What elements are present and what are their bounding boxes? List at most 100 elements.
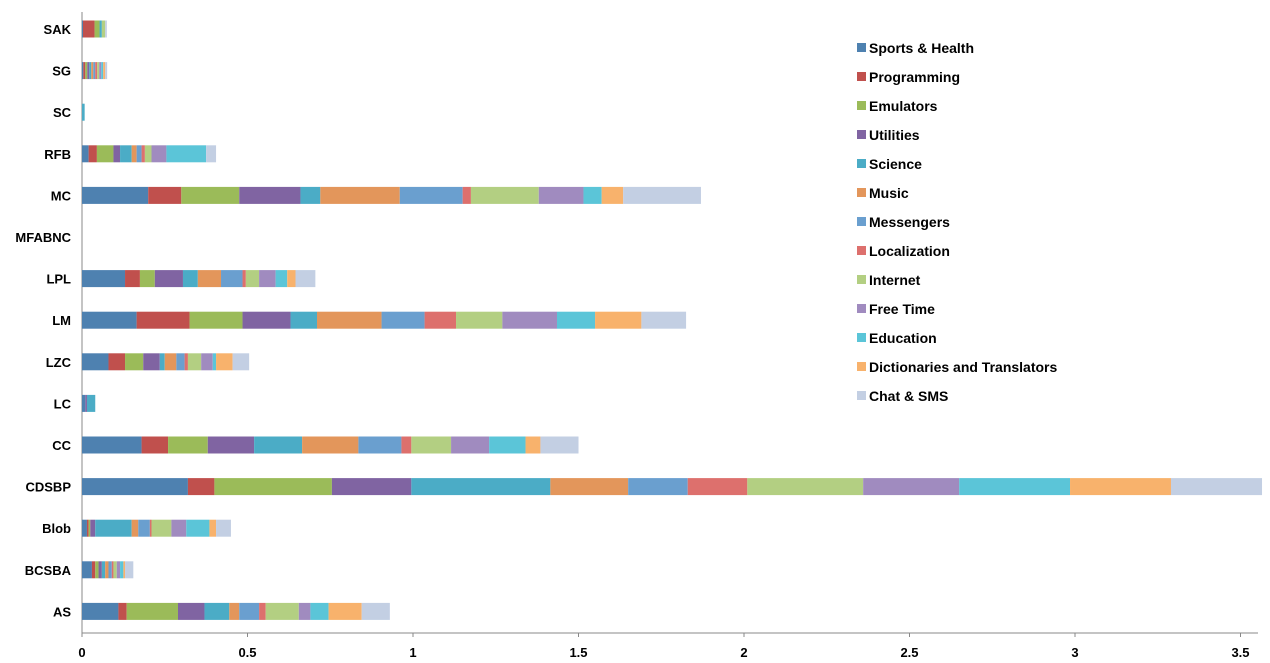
bar-sg-localization: [95, 62, 98, 80]
bar-blob-messengers: [138, 519, 150, 537]
bar-lc-sports-and-health: [82, 394, 86, 412]
bar-lzc-sports-and-health: [82, 353, 109, 371]
bar-cdsbp-dictionaries-and-translators: [1070, 478, 1171, 496]
bar-mc-music: [320, 186, 400, 204]
bar-sg-science: [89, 62, 92, 80]
bar-cdsbp-programming: [187, 478, 215, 496]
bar-as-dictionaries-and-translators: [328, 602, 362, 620]
bar-rfb-localization: [141, 145, 145, 163]
bar-sg-utilities: [87, 62, 90, 80]
bar-blob-emulators: [88, 519, 91, 537]
bar-rfb-programming: [88, 145, 97, 163]
x-tick-labels: 0 0.5 1 1.5 2 2.5 3 3.5: [78, 633, 1250, 660]
bar-sak-science: [99, 20, 102, 38]
bar-cdsbp-emulators: [214, 478, 332, 496]
bar-lpl-utilities: [154, 270, 183, 288]
bar-rfb-emulators: [96, 145, 114, 163]
bar-as-science: [204, 602, 230, 620]
bar-lpl-messengers: [221, 270, 243, 288]
bar-rfb-sports-and-health: [82, 145, 89, 163]
category-label-lzc: LZC: [46, 355, 72, 370]
bar-rfb-education: [166, 145, 207, 163]
bar-sc-science: [82, 103, 85, 121]
bar-lpl-internet: [245, 270, 260, 288]
legend-label-utilities: Utilities: [869, 127, 920, 143]
x-tick-label: 3.5: [1231, 645, 1249, 660]
legend-swatch-messengers: [857, 217, 866, 226]
bar-lpl-localization: [242, 270, 246, 288]
category-label-blob: Blob: [42, 521, 71, 536]
bar-bcsba-messengers: [108, 561, 112, 579]
legend-label-programming: Programming: [869, 69, 960, 85]
bar-mc-programming: [148, 186, 182, 204]
bar-blob-chat-and-sms: [216, 519, 231, 537]
bar-bcsba-music: [105, 561, 109, 579]
bar-as-messengers: [239, 602, 260, 620]
bar-lm-messengers: [381, 311, 425, 329]
bar-bcsba-localization: [111, 561, 114, 579]
bar-lzc-localization: [184, 353, 188, 371]
bar-lm-localization: [424, 311, 457, 329]
category-label-sak: SAK: [44, 22, 72, 37]
bar-lzc-programming: [108, 353, 126, 371]
bar-cc-sports-and-health: [82, 436, 142, 454]
bar-mc-sports-and-health: [82, 186, 149, 204]
bar-lpl-free-time: [259, 270, 276, 288]
bar-sg-education: [101, 62, 104, 80]
bar-cdsbp-utilities: [331, 478, 412, 496]
bar-bcsba-education: [120, 561, 124, 579]
bar-lpl-education: [275, 270, 288, 288]
bar-lm-utilities: [242, 311, 291, 329]
bar-cdsbp-science: [411, 478, 551, 496]
bar-lpl-music: [197, 270, 222, 288]
legend-label-localization: Localization: [869, 243, 950, 259]
bar-cdsbp-sports-and-health: [82, 478, 188, 496]
category-label-bcsba: BCSBA: [25, 563, 72, 578]
category-label-cdsbp: CDSBP: [25, 480, 71, 495]
bars-group: [82, 20, 1263, 620]
bar-rfb-free-time: [151, 145, 167, 163]
bar-lzc-internet: [187, 353, 202, 371]
legend-label-science: Science: [869, 156, 922, 172]
x-tick-label: 1.5: [569, 645, 587, 660]
bar-mc-chat-and-sms: [623, 186, 701, 204]
category-label-as: AS: [53, 604, 71, 619]
bar-sg-sports-and-health: [82, 62, 84, 80]
legend-label-education: Education: [869, 330, 937, 346]
bar-lm-dictionaries-and-translators: [595, 311, 642, 329]
bar-cc-messengers: [358, 436, 402, 454]
bar-bcsba-free-time: [116, 561, 121, 579]
bar-blob-science: [95, 519, 132, 537]
bar-sak-sports-and-health: [82, 20, 83, 38]
bar-lc-science: [86, 394, 96, 412]
bar-lm-science: [290, 311, 318, 329]
category-label-mc: MC: [51, 188, 72, 203]
bar-sg-dictionaries-and-translators: [103, 62, 106, 80]
legend-swatch-chat-and-sms: [857, 391, 866, 400]
legend-swatch-music: [857, 188, 866, 197]
bar-sak-programming: [82, 20, 95, 38]
bar-rfb-music: [131, 145, 137, 163]
bar-mc-internet: [470, 186, 539, 204]
bar-lzc-education: [212, 353, 217, 371]
bar-as-chat-and-sms: [361, 602, 390, 620]
bar-mc-emulators: [181, 186, 240, 204]
bar-sg-chat-and-sms: [105, 62, 108, 80]
bar-cdsbp-messengers: [628, 478, 688, 496]
bar-cdsbp-internet: [747, 478, 864, 496]
bar-lzc-music: [164, 353, 177, 371]
bar-as-sports-and-health: [82, 602, 119, 620]
bar-mc-education: [583, 186, 602, 204]
bar-lc-utilities: [85, 394, 87, 412]
bar-blob-free-time: [171, 519, 187, 537]
bar-lzc-utilities: [143, 353, 160, 371]
bar-rfb-science: [120, 145, 132, 163]
bar-sg-messengers: [93, 62, 96, 80]
bar-lm-programming: [136, 311, 190, 329]
bar-lzc-messengers: [176, 353, 185, 371]
category-label-cc: CC: [52, 438, 71, 453]
bar-sak-chat-and-sms: [105, 20, 107, 38]
bar-bcsba-internet: [113, 561, 117, 579]
bar-cdsbp-localization: [687, 478, 748, 496]
